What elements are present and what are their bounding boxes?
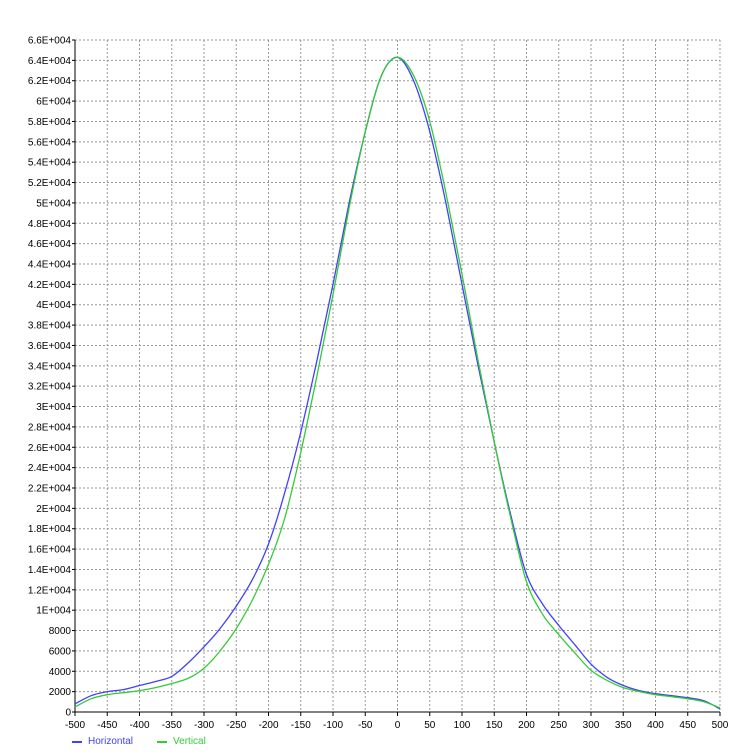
x-tick-label: 300 [583, 720, 600, 731]
y-tick-label: 6.2E+004 [28, 76, 72, 87]
x-tick-label: -50 [358, 720, 373, 731]
x-tick-label: -250 [226, 720, 246, 731]
x-tick-label: 400 [647, 720, 664, 731]
y-tick-label: 0 [65, 708, 71, 719]
y-tick-label: 4E+004 [36, 300, 71, 311]
x-tick-label: 200 [518, 720, 535, 731]
legend-swatch-vertical [157, 740, 168, 743]
x-tick-label: 350 [615, 720, 632, 731]
y-tick-label: 3.6E+004 [28, 341, 72, 352]
x-tick-label: 50 [424, 720, 436, 731]
x-tick-label: 100 [454, 720, 471, 731]
y-tick-labels: 0 2000 4000 6000 8000 1E+004 1.2E+004 1.4E+004 1… [28, 36, 72, 719]
y-tick-label: 5.8E+004 [28, 117, 72, 128]
y-tick-label: 3.4E+004 [28, 361, 72, 372]
x-tick-label: -400 [129, 720, 149, 731]
grid [74, 39, 721, 713]
y-tick-label: 4.6E+004 [28, 239, 72, 250]
legend-item-vertical: Vertical [157, 736, 206, 747]
x-tick-label: -100 [323, 720, 343, 731]
legend-label-vertical: Vertical [173, 736, 206, 747]
y-tick-label: 5.2E+004 [28, 178, 72, 189]
y-tick-label: 4.2E+004 [28, 280, 72, 291]
x-tick-label: -150 [291, 720, 311, 731]
y-tick-label: 3.2E+004 [28, 382, 72, 393]
y-tick-label: 5.4E+004 [28, 158, 72, 169]
y-tick-label: 3E+004 [36, 402, 71, 413]
y-tick-label: 2E+004 [36, 504, 71, 515]
y-tick-label: 2.2E+004 [28, 484, 72, 495]
x-tick-label: 150 [486, 720, 503, 731]
y-tick-label: 6E+004 [36, 97, 71, 108]
x-tick-labels: -500 -450 -400 -350 -300 -250 -200 -150 -100 -50 0… [65, 720, 729, 731]
y-tick-label: 4000 [49, 667, 72, 678]
x-tick-label: -350 [162, 720, 182, 731]
y-tick-label: 2.6E+004 [28, 443, 72, 454]
legend: Horizontal Vertical [72, 736, 206, 747]
legend-item-horizontal: Horizontal [72, 736, 133, 747]
y-tick-label: 6.6E+004 [28, 36, 72, 47]
y-tick-label: 8000 [49, 626, 72, 637]
legend-label-horizontal: Horizontal [88, 736, 134, 747]
y-tick-label: 6.4E+004 [28, 56, 72, 67]
y-tick-label: 1.6E+004 [28, 545, 72, 556]
x-tick-label: 0 [395, 720, 401, 731]
y-tick-label: 4.4E+004 [28, 260, 72, 271]
y-tick-label: 4.8E+004 [28, 219, 72, 230]
series-line-vertical [74, 56, 721, 709]
x-tick-label: 500 [712, 720, 729, 731]
y-tick-label: 1E+004 [36, 606, 71, 617]
y-tick-label: 6000 [49, 646, 72, 657]
series-lines [74, 56, 721, 710]
y-tick-label: 2.8E+004 [28, 422, 72, 433]
y-tick-label: 1.2E+004 [28, 585, 72, 596]
y-tick-label: 5.6E+004 [28, 137, 72, 148]
y-tick-label: 2000 [49, 687, 72, 698]
y-tick-label: 5E+004 [36, 198, 71, 209]
series-line-horizontal [74, 56, 721, 710]
y-tick-label: 3.8E+004 [28, 321, 72, 332]
x-tick-label: 250 [550, 720, 567, 731]
legend-swatch-horizontal [72, 740, 82, 743]
x-tick-label: -450 [97, 720, 117, 731]
y-tick-label: 2.4E+004 [28, 463, 72, 474]
y-tick-label: 1.4E+004 [28, 565, 72, 576]
x-tick-label: -500 [65, 720, 85, 731]
x-tick-label: -200 [258, 720, 278, 731]
y-tick-label: 1.8E+004 [28, 524, 72, 535]
axes [72, 39, 721, 716]
x-tick-label: -300 [194, 720, 214, 731]
x-tick-label: 450 [679, 720, 696, 731]
